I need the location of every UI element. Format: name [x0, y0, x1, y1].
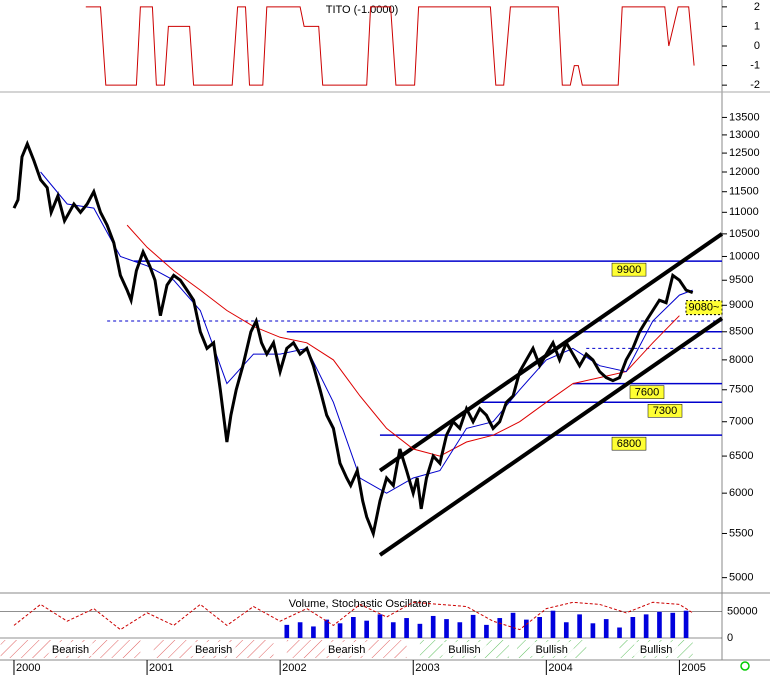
x-tick-label: 2002 [282, 662, 306, 674]
volume-bar [630, 617, 636, 638]
volume-bar [590, 623, 596, 638]
y-tick-label: 5500 [729, 527, 753, 539]
status-icon [740, 661, 750, 671]
volume-bar [657, 611, 662, 638]
volume-bar [457, 622, 463, 638]
y-tick-label: 1 [754, 20, 760, 32]
regime-label: Bearish [52, 644, 89, 656]
regime-label-bg [634, 642, 679, 656]
y-tick-label: 12000 [729, 166, 760, 178]
regime-label: Bullish [448, 644, 480, 656]
volume-bar [390, 622, 396, 638]
y-tick-label: 10000 [729, 250, 760, 262]
volume-bar [510, 612, 516, 638]
y-tick-label: 13500 [729, 111, 760, 123]
level-label: 9900 [617, 264, 641, 276]
volume-bar [311, 626, 316, 638]
volume-bar [484, 624, 489, 638]
y-tick-label: 8000 [729, 354, 753, 366]
volume-bar [683, 610, 689, 638]
regime-label: Bearish [195, 644, 232, 656]
regime-label-bg [191, 642, 236, 656]
y-tick-label: 9000 [729, 299, 753, 311]
x-tick-label: 2005 [681, 662, 705, 674]
regime-label: Bullish [535, 644, 567, 656]
y-tick-label: 6500 [729, 450, 753, 462]
trend-line [378, 232, 724, 473]
regime-label-bg [442, 642, 487, 656]
y-tick-label: 5000 [729, 572, 753, 584]
last-label-box [685, 300, 723, 316]
volume-bar [364, 620, 369, 638]
y-tick-label: 9500 [729, 274, 753, 286]
stochastic-line [13, 601, 693, 631]
x-tick-label: 2003 [415, 662, 439, 674]
volume-bar [444, 619, 449, 638]
level-label-box [647, 404, 683, 418]
y-tick-label: 6000 [729, 487, 753, 499]
y-tick-label: 0 [754, 40, 760, 52]
lower-title: Volume, Stochastic Oscillator [289, 598, 432, 610]
price-line [126, 224, 680, 457]
y-tick-label: -2 [750, 79, 760, 91]
volume-bar [324, 619, 330, 638]
volume-bar [550, 610, 556, 638]
volume-bar [337, 623, 343, 638]
volume-bar [617, 627, 622, 638]
volume-bar [404, 618, 409, 638]
regime-label: Bullish [640, 644, 672, 656]
level-label: 6800 [617, 438, 641, 450]
volume-bar [497, 618, 503, 638]
volume-bar [377, 614, 383, 638]
y-tick-label: 11000 [729, 206, 759, 218]
x-tick-label: 2004 [548, 662, 572, 674]
y-tick-label: 12500 [729, 147, 760, 159]
plot-background [0, 0, 722, 675]
level-label: 7300 [653, 405, 677, 417]
x-tick-label: 2001 [149, 662, 173, 674]
price-line [12, 139, 694, 539]
indicator-line [85, 6, 695, 86]
regime-label-bg [529, 642, 574, 656]
volume-bar [643, 614, 649, 638]
volume-bar [670, 612, 676, 638]
y-tick-label: 7000 [729, 416, 753, 428]
y-tick-label: 50000 [727, 606, 758, 618]
volume-bar [417, 623, 423, 638]
volume-bar [577, 614, 582, 638]
y-tick-label: 13000 [729, 129, 760, 141]
last-label: 9080~ [689, 302, 720, 314]
volume-bar [297, 622, 303, 638]
level-label-box [611, 436, 647, 451]
volume-bar [284, 624, 290, 638]
volume-bar [430, 615, 436, 638]
y-tick-label: 8500 [729, 326, 753, 338]
regime-label: Bearish [328, 644, 365, 656]
trend-line [378, 316, 724, 557]
level-label-box [611, 262, 647, 277]
y-tick-label: 10500 [729, 228, 760, 240]
y-tick-label: 11500 [729, 186, 759, 198]
level-label-box [629, 385, 665, 399]
volume-bar [524, 619, 529, 638]
regime-label-bg [48, 642, 93, 656]
x-tick-label: 2000 [16, 662, 40, 674]
volume-bar [603, 619, 609, 638]
indicator-title: TITO (-1.0000) [326, 4, 399, 16]
y-tick-label: 7500 [729, 384, 753, 396]
y-tick-label: 0 [727, 632, 733, 644]
volume-bar [470, 614, 476, 638]
y-tick-label: -1 [750, 59, 760, 71]
volume-bar [563, 622, 569, 638]
volume-bar [537, 617, 542, 638]
level-label: 7600 [635, 387, 659, 399]
regime-label-bg [324, 642, 369, 656]
volume-bar [351, 617, 356, 638]
y-tick-label: 2 [754, 1, 760, 13]
